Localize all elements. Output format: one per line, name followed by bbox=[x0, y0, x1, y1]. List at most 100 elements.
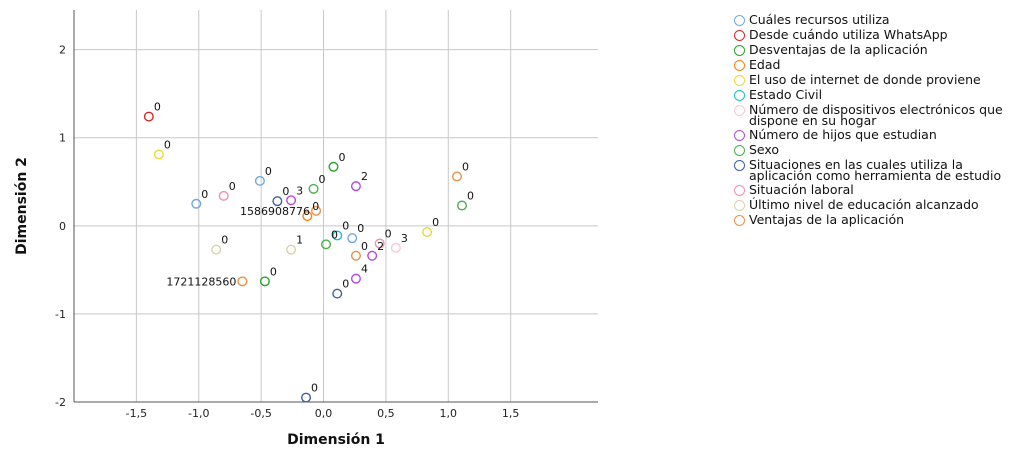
legend-marker bbox=[734, 60, 745, 71]
data-point bbox=[211, 244, 222, 255]
legend-item: Cuáles recursos utiliza bbox=[734, 12, 1020, 27]
legend-marker bbox=[734, 30, 745, 41]
legend-item: Ventajas de la aplicación bbox=[734, 213, 1020, 226]
y-tick-label: -2 bbox=[55, 396, 66, 409]
legend-label: Número de dispositivos electrónicos que … bbox=[749, 102, 1003, 128]
point-label: 0 bbox=[312, 200, 319, 213]
y-axis-title: Dimensión 2 bbox=[14, 157, 30, 255]
legend-label: El uso de internet de donde proviene bbox=[749, 72, 981, 87]
data-points bbox=[143, 111, 468, 403]
data-point bbox=[153, 149, 164, 160]
legend-marker bbox=[734, 45, 745, 56]
point-label: 1 bbox=[296, 234, 303, 247]
point-label: 0 bbox=[164, 138, 171, 151]
point-label: 1586908776 bbox=[240, 205, 310, 218]
point-label: 3 bbox=[401, 232, 408, 245]
x-tick-label: -1,5 bbox=[126, 407, 147, 420]
legend-marker bbox=[734, 145, 745, 156]
data-point bbox=[328, 161, 339, 172]
scatter-plot: -1,5 -1,0 -0,5 0,0 0,5 1,0 1,5 210-1-2 0000000… bbox=[14, 10, 598, 448]
data-point bbox=[374, 238, 385, 249]
point-label: 0 bbox=[221, 234, 228, 247]
point-label: 0 bbox=[229, 180, 236, 193]
data-point bbox=[286, 244, 297, 255]
legend-item: Último nivel de educación alcanzado bbox=[734, 197, 1020, 212]
data-point bbox=[237, 276, 248, 287]
legend-label: Estado Civil bbox=[749, 87, 823, 102]
point-label: 0 bbox=[357, 222, 364, 235]
x-axis-title: Dimensión 1 bbox=[287, 432, 385, 448]
point-label: 0 bbox=[432, 216, 439, 229]
legend-label: Situación laboral bbox=[749, 182, 854, 197]
legend-item: El uso de internet de donde proviene bbox=[734, 72, 1020, 87]
data-point bbox=[286, 195, 297, 206]
data-point bbox=[308, 183, 319, 194]
legend-marker bbox=[734, 105, 745, 116]
data-point bbox=[367, 250, 378, 261]
legend-marker bbox=[734, 75, 745, 86]
x-tick-labels: -1,5 -1,0 -0,5 0,0 0,5 1,0 1,5 bbox=[126, 407, 520, 420]
point-label: 4 bbox=[361, 263, 368, 276]
y-tick-label: 2 bbox=[59, 44, 66, 57]
legend-label: Desventajas de la aplicación bbox=[749, 42, 928, 57]
axes bbox=[73, 10, 598, 403]
data-point bbox=[457, 200, 468, 211]
legend-marker bbox=[734, 215, 745, 226]
legend-label: Cuáles recursos utiliza bbox=[749, 12, 890, 27]
point-label: 0 bbox=[385, 227, 392, 240]
point-label: 0 bbox=[462, 160, 469, 173]
grid-lines bbox=[74, 10, 598, 403]
data-point bbox=[452, 171, 463, 182]
point-label: 0 bbox=[311, 382, 318, 395]
data-point bbox=[311, 205, 322, 216]
legend: Cuáles recursos utiliza Desde cuándo util… bbox=[734, 12, 1020, 229]
point-label: 0 bbox=[265, 165, 272, 178]
legend-item: Desventajas de la aplicación bbox=[734, 42, 1020, 57]
point-label: 0 bbox=[467, 190, 474, 203]
point-label: 0 bbox=[319, 173, 326, 186]
x-tick-label: 1,5 bbox=[502, 407, 520, 420]
data-point bbox=[321, 239, 332, 250]
y-tick-label: -1 bbox=[55, 308, 66, 321]
legend-item: Estado Civil bbox=[734, 87, 1020, 102]
data-point bbox=[272, 196, 283, 207]
legend-marker bbox=[734, 130, 745, 141]
legend-label: Situaciones en las cuales utiliza la apl… bbox=[749, 157, 1002, 183]
point-label: 3 bbox=[296, 184, 303, 197]
legend-item: Número de dispositivos electrónicos que … bbox=[734, 102, 1020, 128]
data-point bbox=[347, 233, 358, 244]
data-point bbox=[301, 392, 312, 403]
data-point bbox=[422, 226, 433, 237]
y-tick-labels: 2 1 0 -1 -2 bbox=[55, 44, 66, 409]
y-tick-label: 1 bbox=[59, 132, 66, 145]
legend-item: Número de hijos que estudian bbox=[734, 127, 1020, 142]
legend-label: Número de hijos que estudian bbox=[749, 127, 937, 142]
data-point bbox=[390, 242, 401, 253]
point-label: 0 bbox=[154, 101, 161, 114]
data-point bbox=[259, 276, 270, 287]
data-point bbox=[350, 181, 361, 192]
point-label: 0 bbox=[270, 265, 277, 278]
x-tick-label: -1,0 bbox=[188, 407, 209, 420]
legend-label: Edad bbox=[749, 57, 781, 72]
data-point bbox=[191, 198, 202, 209]
legend-item: Desde cuándo utiliza WhatsApp bbox=[734, 27, 1020, 42]
data-point bbox=[332, 230, 343, 241]
point-label: 0 bbox=[361, 240, 368, 253]
data-point bbox=[332, 288, 343, 299]
data-point bbox=[350, 273, 361, 284]
point-label: 0 bbox=[282, 185, 289, 198]
legend-marker bbox=[734, 90, 745, 101]
point-label: 2 bbox=[361, 170, 368, 183]
point-label: 0 bbox=[339, 151, 346, 164]
legend-label: Sexo bbox=[749, 142, 780, 157]
x-tick-label: 1,0 bbox=[440, 407, 458, 420]
legend-label: Desde cuándo utiliza WhatsApp bbox=[749, 27, 948, 42]
legend-item: Edad bbox=[734, 57, 1020, 72]
legend-item: Situación laboral bbox=[734, 182, 1020, 197]
data-point bbox=[254, 175, 265, 186]
x-tick-label: 0,5 bbox=[377, 407, 395, 420]
legend-label: Último nivel de educación alcanzado bbox=[749, 197, 979, 212]
point-label: 2 bbox=[377, 240, 384, 253]
